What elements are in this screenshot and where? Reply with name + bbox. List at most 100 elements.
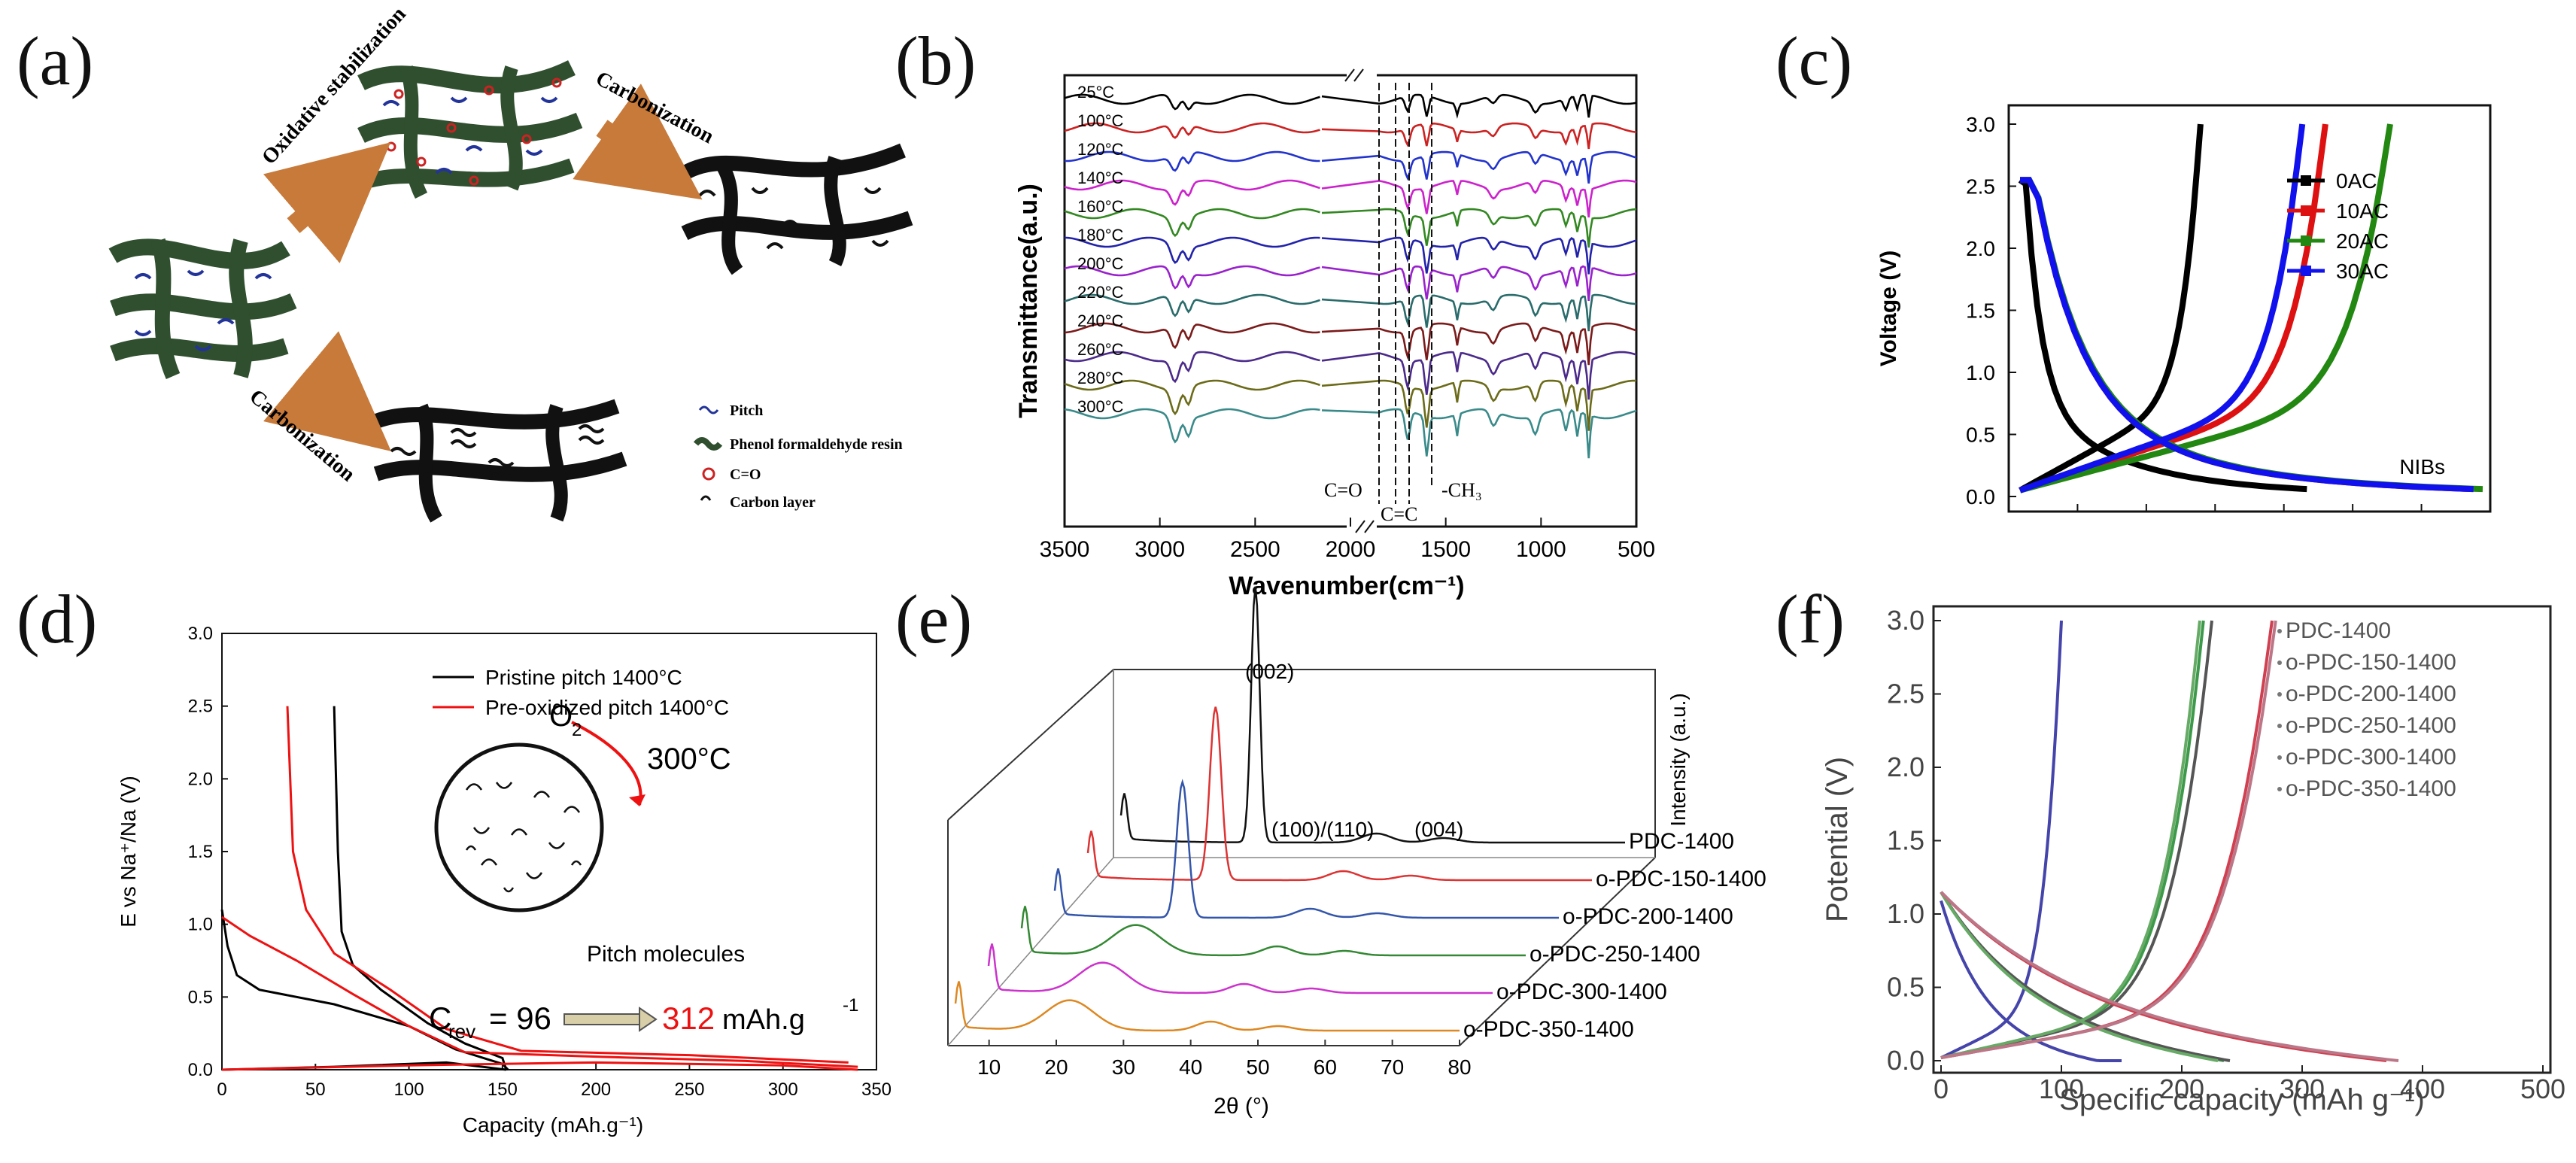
ftir-series-line [1321, 122, 1637, 150]
crev-label: C [429, 1001, 451, 1036]
panel-label-c: (c) [1776, 23, 1853, 99]
ftir-series-line [1321, 150, 1637, 184]
f-xtick-label: 400 [2400, 1073, 2445, 1104]
d-xtick-label: 150 [488, 1079, 518, 1100]
panel-label-d: (d) [17, 581, 98, 657]
ftir-xtick-label: 1500 [1420, 537, 1471, 562]
c-legend-marker [2301, 266, 2311, 276]
e-xtick-label: 40 [1179, 1055, 1202, 1079]
d-preox-discharge [221, 916, 858, 1068]
legend-pitch: Pitch [730, 402, 763, 419]
c-annotation-nibs: NIBs [2399, 455, 2445, 478]
e-xtick-label: 80 [1447, 1055, 1471, 1079]
e-ylabel: Intensity (a.u.) [1666, 693, 1690, 826]
c-legend-marker [2301, 205, 2311, 216]
c-legend-label: 0AC [2336, 169, 2377, 193]
legend-pitch-icon [698, 405, 719, 414]
d-xtick-label: 350 [861, 1079, 892, 1100]
carbon-upper [681, 143, 913, 275]
ftir-series-label: 25°C [1077, 83, 1114, 102]
ftir-series-label: 260°C [1077, 340, 1124, 359]
e-series-name: o-PDC-250-1400 [1530, 942, 1700, 967]
d-pristine-charge [333, 706, 508, 1070]
f-ytick-label: 1.0 [1887, 898, 1924, 929]
ftir-series-label: 200°C [1077, 254, 1124, 273]
c-charge-curve [2019, 123, 2204, 493]
ftir-series-line [1064, 351, 1320, 384]
annot-ch3: -CH₃ [1441, 479, 1482, 501]
ftir-series-line [1064, 208, 1320, 238]
ftir-xtick-label: 3500 [1040, 537, 1090, 562]
ftir-series-line [1321, 179, 1637, 218]
e-series-name: o-PDC-200-1400 [1563, 904, 1733, 929]
d-ytick-label: 2.5 [188, 697, 213, 717]
f-xtick-label: 500 [2520, 1073, 2565, 1104]
ftir-series-line [1064, 293, 1320, 317]
c-ytick-label: 2.5 [1966, 175, 1995, 199]
f-xtick-label: 0 [1934, 1073, 1949, 1104]
d-xtick-label: 200 [581, 1079, 611, 1100]
d-xtick-label: 300 [768, 1079, 798, 1100]
annot-co: C=O [1324, 479, 1362, 501]
crev-sub: rev [448, 1020, 475, 1043]
c-legend-label: 30AC [2336, 260, 2389, 283]
annot-002: (002) [1245, 660, 1294, 683]
crev-unit: mAh.g [722, 1004, 805, 1036]
ftir-xlabel: Wavenumber(cm⁻¹) [1229, 572, 1464, 600]
ftir-series-line [1321, 93, 1637, 119]
e-series-name: o-PDC-350-1400 [1463, 1017, 1634, 1042]
e-series-line [954, 981, 1460, 1032]
legend-co: C=O [730, 466, 761, 483]
f-legend-label: o-PDC-300-1400 [2286, 745, 2456, 770]
f-xtick-label: 200 [2159, 1073, 2204, 1104]
d-legend-label: Pre-oxidized pitch 1400°C [485, 696, 729, 719]
d-legend-label: Pristine pitch 1400°C [485, 666, 682, 689]
ftir-series-line [1064, 408, 1320, 444]
e-box-back [947, 669, 1656, 858]
e-xtick-label: 10 [977, 1055, 1001, 1079]
f-legend-marker [2277, 692, 2282, 697]
ftir-xtick-label: 500 [1618, 537, 1655, 562]
ftir-series-label: 280°C [1077, 369, 1124, 387]
f-frame [1932, 605, 2552, 1074]
pitch-molecules-squiggles [465, 782, 582, 893]
e-series-name: o-PDC-150-1400 [1596, 867, 1766, 891]
d-pristine-discharge [220, 909, 509, 1071]
f-ytick-label: 3.0 [1887, 605, 1924, 636]
f-charge-curve [1940, 620, 2201, 1060]
ftir-series-label: 240°C [1077, 311, 1124, 330]
ftir-series-line [1321, 265, 1637, 302]
c-legend-marker [2301, 235, 2311, 246]
e-xtick-label: 70 [1381, 1055, 1404, 1079]
d-xlabel: Capacity (mAh.g⁻¹) [463, 1113, 643, 1137]
f-legend-label: o-PDC-200-1400 [2286, 682, 2456, 706]
ftir-series-line [1321, 236, 1637, 275]
annot-004: (004) [1414, 818, 1463, 841]
e-series-line [1119, 586, 1625, 844]
ftir-xtick-label: 2000 [1326, 537, 1376, 562]
f-discharge-curve [1940, 891, 2399, 1062]
f-legend-label: PDC-1400 [2286, 618, 2391, 643]
c-ytick-label: 1.0 [1966, 361, 1995, 384]
panel-d-chart: 0 50 100 150 200 250 300 350 0.0 0.5 1.0 1.5 2.0 2.5 3… [117, 624, 892, 1137]
ftir-ylabel: Transmittance(a.u.) [1014, 184, 1043, 418]
e-series-name: o-PDC-300-1400 [1496, 979, 1667, 1004]
c-ytick-label: 2.0 [1966, 237, 1995, 260]
e-series-line [1053, 779, 1559, 919]
ftir-series-line [1065, 236, 1320, 265]
f-ytick-label: 2.5 [1887, 679, 1924, 709]
c-charge-curve [2019, 123, 2306, 493]
f-ytick-label: 0.5 [1887, 972, 1924, 1003]
f-ylabel: Potential (V) [1821, 757, 1854, 922]
diagram-legend: Pitch Phenol formaldehyde resin C=O Carb… [693, 402, 903, 511]
ftir-series-line [1064, 322, 1320, 349]
f-charge-curve [1940, 620, 2063, 1059]
d-ytick-label: 2.0 [188, 769, 213, 789]
ftir-series-label: 120°C [1077, 140, 1124, 159]
f-ytick-label: 0.0 [1887, 1045, 1924, 1076]
legend-resin: Phenol formaldehyde resin [730, 436, 903, 453]
e-xlabel: 2θ (°) [1214, 1094, 1269, 1119]
ftir-series-line [1064, 122, 1320, 139]
c-charge-curve [2019, 123, 2393, 493]
ftir-series-line [1321, 408, 1637, 459]
